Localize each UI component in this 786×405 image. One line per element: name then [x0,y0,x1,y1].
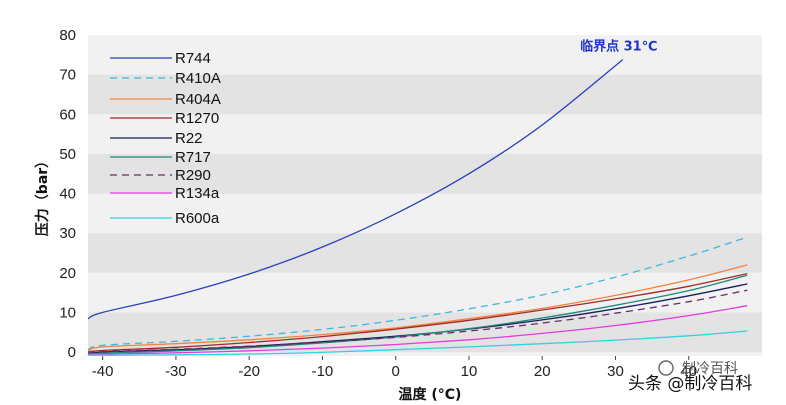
x-tick-label: 30 [607,363,624,380]
y-tick-label: 80 [59,27,76,44]
y-axis-label: 压力（bar） [34,154,51,236]
y-tick-label: 0 [68,344,76,361]
y-tick-label: 30 [59,225,76,242]
x-tick-label: 40 [680,363,697,380]
x-tick-label: -20 [238,363,260,380]
legend-label-r744: R744 [175,50,211,67]
legend-label-r600a: R600a [175,210,220,227]
series-layer [87,59,748,356]
y-tick-label: 10 [59,304,76,321]
x-axis-label: 温度 (°C) [399,386,462,403]
y-axis-ticks: 0 10 20 30 40 50 60 70 80 [59,27,76,361]
legend-label-r404a: R404A [175,91,221,108]
x-tick-label: -10 [312,363,334,380]
watermark-line1: 制冷百科 [682,361,738,377]
series-line-r22 [87,283,748,355]
grid-band [88,233,762,273]
legend-label-r134a: R134a [175,185,220,202]
grid-band [88,272,762,313]
grid-band [88,74,762,115]
chat-bubble-icon [658,360,674,376]
x-tick-label: -40 [92,363,114,380]
y-tick-label: 60 [59,106,76,123]
x-axis-ticks: -40 -30 -20 -10 0 10 20 30 40 [92,356,697,380]
y-tick-label: 20 [59,265,76,282]
series-line-r744 [87,59,624,320]
legend-label-r410a: R410A [175,70,221,87]
watermark-line2: 头条 @制冷百科 [628,374,752,394]
series-line-r1270 [87,272,748,353]
legend-label-r290: R290 [175,167,211,184]
grid-band [88,35,762,75]
series-line-r717 [87,274,748,356]
series-line-r600a [87,330,748,356]
grid-band [88,193,762,234]
series-line-r404a [87,264,748,352]
series-line-r290 [87,289,748,354]
y-tick-label: 70 [59,67,76,84]
legend-label-r1270: R1270 [175,110,219,127]
series-line-r134a [87,305,748,355]
x-tick-label: 0 [392,363,400,380]
grid-band [88,153,762,194]
y-tick-label: 50 [59,146,76,163]
grid-bands [88,35,762,356]
x-tick-label: 10 [461,363,478,380]
critical-point-annotation: 临界点 31℃ [580,39,657,55]
legend-label-r717: R717 [175,149,211,166]
legend-label-r22: R22 [175,130,203,147]
x-tick-label: 20 [534,363,551,380]
y-tick-label: 40 [59,186,76,203]
watermark: 制冷百科 头条 @制冷百科 [628,360,752,394]
grid-band [88,114,762,154]
x-tick-label: -30 [165,363,187,380]
